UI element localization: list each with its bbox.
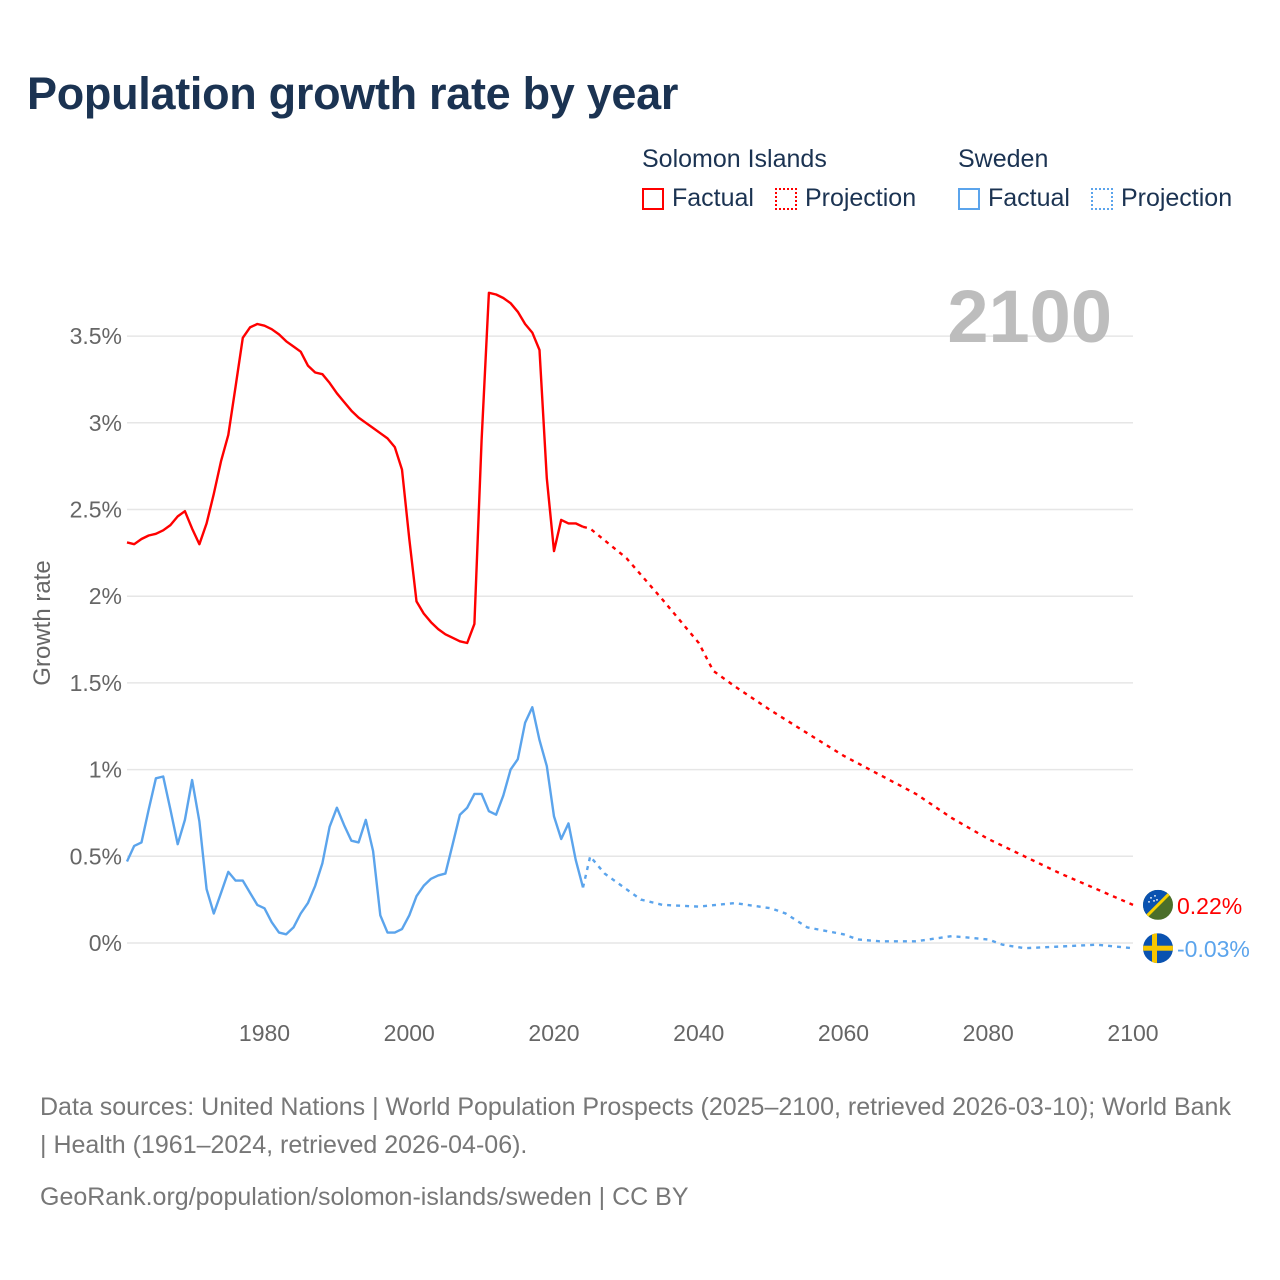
x-axis-ticks: 1980 2000 2020 2040 2060 2080 2100	[239, 1020, 1159, 1046]
y-tick-label: 0.5%	[70, 843, 122, 869]
y-tick-label: 2.5%	[70, 497, 122, 523]
series-lines	[125, 291, 1134, 950]
solomon-islands-factual-line	[126, 291, 584, 645]
x-tick-label: 2100	[1107, 1020, 1158, 1046]
y-axis-label: Growth rate	[29, 560, 56, 685]
end-labels: 0.22% -0.03%	[1143, 889, 1250, 964]
solid-swatch-icon	[958, 187, 980, 210]
legend-group-sweden: Sweden Factual Projection	[958, 145, 1246, 217]
legend-item-sweden-factual[interactable]: Factual	[958, 184, 1070, 213]
sweden-projection-line	[581, 853, 1134, 950]
y-axis-ticks: 0% 0.5% 1% 1.5% 2% 2.5% 3% 3.5%	[70, 323, 122, 956]
solomon-islands-flag-icon	[1143, 889, 1173, 920]
legend-group-label: Sweden	[958, 145, 1049, 173]
legend-label: Factual	[672, 184, 754, 212]
y-tick-label: 3.5%	[70, 323, 122, 349]
x-tick-label: 2020	[528, 1020, 579, 1046]
x-tick-label: 2060	[818, 1020, 869, 1046]
solid-swatch-icon	[642, 187, 664, 210]
dotted-swatch-icon	[774, 187, 797, 210]
x-tick-label: 2040	[673, 1020, 724, 1046]
legend-item-sweden-projection[interactable]: Projection	[1090, 184, 1233, 213]
legend-label: Projection	[804, 184, 917, 212]
legend-item-solomon-factual[interactable]: Factual	[642, 184, 754, 213]
x-tick-label: 2080	[963, 1020, 1014, 1046]
chart-title: Population growth rate by year	[27, 68, 679, 119]
legend-item-solomon-projection[interactable]: Projection	[774, 184, 917, 213]
y-tick-label: 1%	[89, 757, 122, 783]
legend-label: Projection	[1120, 184, 1233, 212]
legend-label: Factual	[988, 184, 1070, 212]
dotted-swatch-icon	[1090, 187, 1113, 210]
sweden-flag-icon	[1143, 933, 1173, 964]
solomon-islands-projection-line	[582, 525, 1134, 907]
y-tick-label: 3%	[89, 410, 122, 436]
y-tick-label: 2%	[89, 583, 122, 609]
source-url[interactable]: GeoRank.org/population/solomon-islands/s…	[40, 1183, 689, 1211]
sweden-factual-line	[125, 706, 585, 936]
current-year-label: 2100	[947, 275, 1112, 358]
y-tick-label: 1.5%	[70, 670, 122, 696]
y-tick-label: 0%	[89, 930, 122, 956]
x-tick-label: 1980	[239, 1020, 290, 1046]
legend-group-solomon-islands: Solomon Islands Factual Projection	[642, 145, 930, 217]
solomon-islands-end-value-label: 0.22%	[1177, 893, 1242, 919]
x-tick-label: 2000	[384, 1020, 435, 1046]
data-sources: Data sources: United Nations | World Pop…	[40, 1093, 1231, 1159]
footer: Data sources: United Nations | World Pop…	[40, 1088, 1240, 1216]
sweden-end-value-label: -0.03%	[1177, 936, 1250, 962]
legend-group-label: Solomon Islands	[642, 145, 827, 173]
gridlines	[127, 335, 1133, 944]
